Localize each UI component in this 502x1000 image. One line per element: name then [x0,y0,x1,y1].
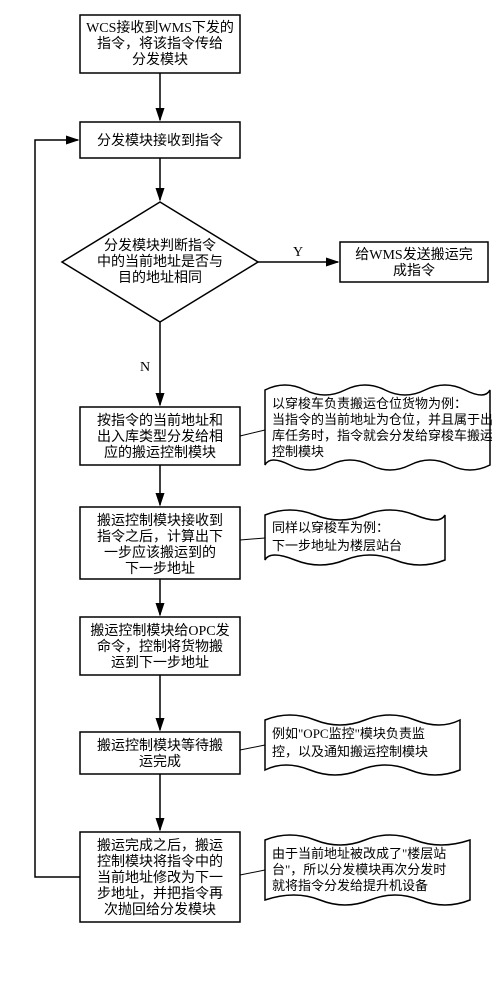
c5-l2: 当指令的当前地址为仓位，并且属于出 [272,412,492,427]
node-start: WCS接收到WMS下发的 指令，将该指令传给 分发模块 [80,15,240,73]
c6-l1: 同样以穿梭车为例： [272,520,389,535]
n9-l5: 次抛回给分发模块 [104,902,216,918]
n6-l3: 一步应该搬运到的 [104,544,216,561]
c6-l2: 下一步地址为楼层站台 [272,538,402,553]
n5-l1: 按指令的当前地址和 [97,412,223,429]
n2-l1: 分发模块接收到指令 [97,132,223,149]
label-no: N [140,360,150,375]
n6-l4: 下一步地址 [125,561,195,577]
n3-l1: 分发模块判断指令 [104,238,216,254]
node-calc-next: 搬运控制模块接收到 指令之后，计算出下 一步应该搬运到的 下一步地址 [80,507,240,579]
node-opc-command: 搬运控制模块给OPC发 命令，控制将货物搬 运到下一步地址 [80,617,240,675]
note-c6-connector [240,538,265,540]
note-c9-connector [240,870,265,875]
n1-l2: 指令，将该指令传给 [97,36,223,52]
n9-l1: 搬运完成之后，搬运 [97,838,223,854]
n3-l3: 目的地址相同 [118,270,202,286]
note-opc-monitor: 例如"OPC监控"模块负责监 控，以及通知搬运控制模块 [265,715,460,775]
n8-l1: 搬运控制模块等待搬 [97,737,223,754]
node-update-addr: 搬运完成之后，搬运 控制模块将指令中的 当前地址修改为下一 步地址，并把指令再 … [80,832,240,922]
c5-l1: 以穿梭车负责搬运仓位货物为例： [272,396,467,411]
n5-l2: 出入库类型分发给相 [97,429,223,445]
c5-l4: 控制模块 [272,444,324,459]
n1-l1: WCS接收到WMS下发的 [86,19,234,36]
n8-l2: 运完成 [139,754,181,770]
n6-l1: 搬运控制模块接收到 [97,512,223,529]
note-shuttle-example: 以穿梭车负责搬运仓位货物为例： 当指令的当前地址为仓位，并且属于出 库任务时，指… [265,385,492,470]
c5-l3: 库任务时，指令就会分发给穿梭车搬运 [272,428,492,443]
n9-l4: 步地址，并把指令再 [97,886,223,902]
c9-l2: 台"，所以分发模块再次分发时 [272,862,446,877]
n9-l2: 控制模块将指令中的 [97,854,223,870]
note-c5-connector [240,430,265,436]
n9-l3: 当前地址修改为下一 [97,869,223,886]
node-send-wms: 给WMS发送搬运完 成指令 [340,242,488,282]
node-wait-complete: 搬运控制模块等待搬 运完成 [80,732,240,774]
n7-l1: 搬运控制模块给OPC发 [90,623,229,639]
n6-l2: 指令之后，计算出下 [97,529,223,545]
n3-l2: 中的当前地址是否与 [97,253,223,270]
n4-l2: 成指令 [393,263,435,279]
c9-l1: 由于当前地址被改成了"楼层站 [272,846,446,861]
edge-loopback [35,140,80,877]
label-yes: Y [293,245,303,260]
n5-l3: 应的搬运控制模块 [104,444,216,461]
note-shuttle-next: 同样以穿梭车为例： 下一步地址为楼层站台 [265,510,445,565]
node-dispatch-by-addr: 按指令的当前地址和 出入库类型分发给相 应的搬运控制模块 [80,407,240,465]
node-decision: 分发模块判断指令 中的当前地址是否与 目的地址相同 [62,202,258,322]
note-c8-connector [240,745,265,750]
n7-l2: 命令，控制将货物搬 [97,638,223,655]
c8-l1: 例如"OPC监控"模块负责监 [272,726,425,741]
note-floor-platform: 由于当前地址被改成了"楼层站 台"，所以分发模块再次分发时 就将指令分发给提升机… [265,835,470,905]
n7-l3: 运到下一步地址 [111,655,209,671]
n1-l3: 分发模块 [132,52,188,68]
c9-l3: 就将指令分发给提升机设备 [272,878,428,893]
n4-l1: 给WMS发送搬运完 [355,247,472,263]
node-dispatch-receive: 分发模块接收到指令 [80,122,240,158]
c8-l2: 控，以及通知搬运控制模块 [272,744,428,759]
